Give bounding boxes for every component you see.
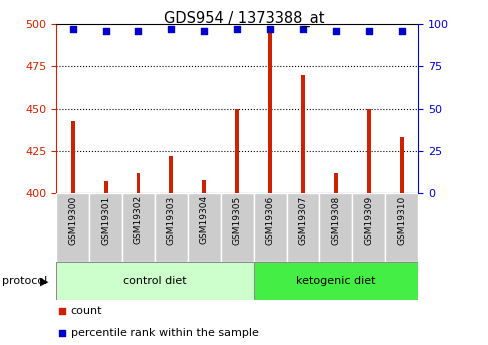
- Bar: [202, 180, 206, 193]
- Bar: [220, 193, 253, 262]
- Text: count: count: [71, 306, 102, 315]
- Bar: [71, 120, 75, 193]
- Point: [167, 27, 175, 32]
- Text: GSM19301: GSM19301: [101, 195, 110, 245]
- Point: [233, 27, 241, 32]
- Bar: [301, 75, 305, 193]
- Text: GSM19303: GSM19303: [166, 195, 176, 245]
- Point: [58, 331, 65, 336]
- Point: [397, 28, 405, 34]
- Bar: [253, 262, 417, 300]
- Text: GSM19310: GSM19310: [396, 195, 406, 245]
- Bar: [319, 193, 351, 262]
- Text: GSM19302: GSM19302: [134, 195, 142, 244]
- Bar: [253, 193, 286, 262]
- Text: ▶: ▶: [41, 276, 49, 286]
- Bar: [399, 137, 403, 193]
- Bar: [187, 193, 220, 262]
- Text: GSM19305: GSM19305: [232, 195, 241, 245]
- Point: [364, 28, 372, 34]
- Point: [102, 28, 109, 34]
- Bar: [136, 173, 140, 193]
- Bar: [122, 193, 155, 262]
- Bar: [385, 193, 417, 262]
- Text: control diet: control diet: [123, 276, 186, 286]
- Bar: [267, 28, 271, 193]
- Text: GDS954 / 1373388_at: GDS954 / 1373388_at: [164, 10, 324, 27]
- Point: [265, 27, 273, 32]
- Text: protocol: protocol: [2, 276, 48, 286]
- Bar: [103, 181, 107, 193]
- Bar: [235, 109, 239, 193]
- Bar: [89, 193, 122, 262]
- Text: GSM19308: GSM19308: [331, 195, 340, 245]
- Text: GSM19309: GSM19309: [364, 195, 372, 245]
- Text: GSM19306: GSM19306: [265, 195, 274, 245]
- Point: [69, 27, 77, 32]
- Bar: [351, 193, 385, 262]
- Text: GSM19300: GSM19300: [68, 195, 77, 245]
- Text: ketogenic diet: ketogenic diet: [296, 276, 375, 286]
- Bar: [286, 193, 319, 262]
- Point: [134, 28, 142, 34]
- Point: [299, 27, 306, 32]
- Bar: [333, 173, 337, 193]
- Text: percentile rank within the sample: percentile rank within the sample: [71, 328, 258, 338]
- Text: GSM19307: GSM19307: [298, 195, 307, 245]
- Bar: [169, 156, 173, 193]
- Point: [331, 28, 339, 34]
- Bar: [155, 193, 187, 262]
- Bar: [366, 109, 370, 193]
- Bar: [56, 193, 89, 262]
- Text: GSM19304: GSM19304: [200, 195, 208, 244]
- Bar: [56, 262, 253, 300]
- Point: [58, 308, 65, 313]
- Point: [200, 28, 208, 34]
